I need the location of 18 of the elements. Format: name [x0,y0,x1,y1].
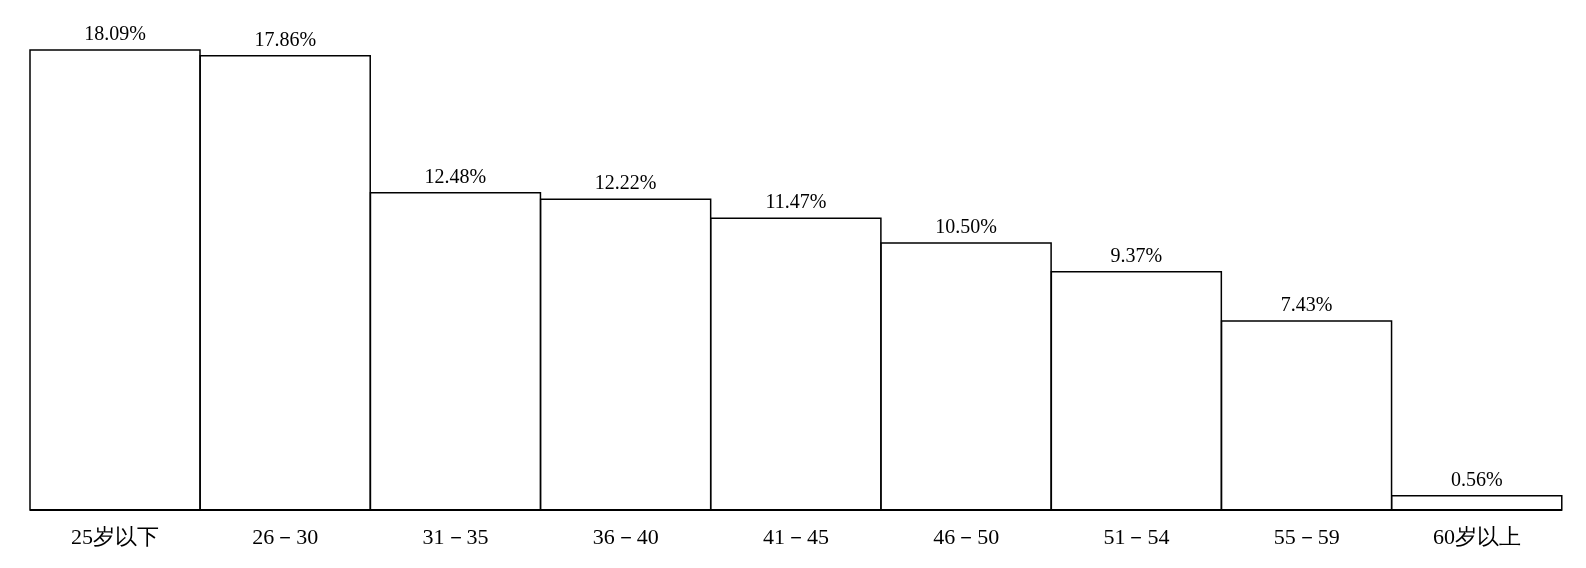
data-label: 17.86% [254,27,317,50]
x-tick-label: 36－40 [592,523,659,549]
data-label: 0.56% [1450,467,1503,490]
x-tick-label: 46－50 [933,523,1000,549]
data-label: 9.37% [1110,243,1163,266]
data-label: 11.47% [765,190,827,213]
data-label: 12.22% [594,171,657,194]
x-tick-label: 31－35 [422,523,489,549]
x-tick-label: 51－54 [1103,523,1170,549]
data-label: 18.09% [84,22,146,44]
data-label: 10.50% [935,215,997,237]
x-tick-label: 60岁以上 [1432,523,1521,549]
data-label: 7.43% [1280,293,1333,316]
x-tick-label: 41－45 [763,523,829,549]
x-tick-label: 26－30 [252,523,319,549]
x-tick-label: 25岁以下 [71,523,160,549]
x-tick-label: 55－59 [1273,523,1340,549]
data-label: 12.48% [424,164,487,187]
